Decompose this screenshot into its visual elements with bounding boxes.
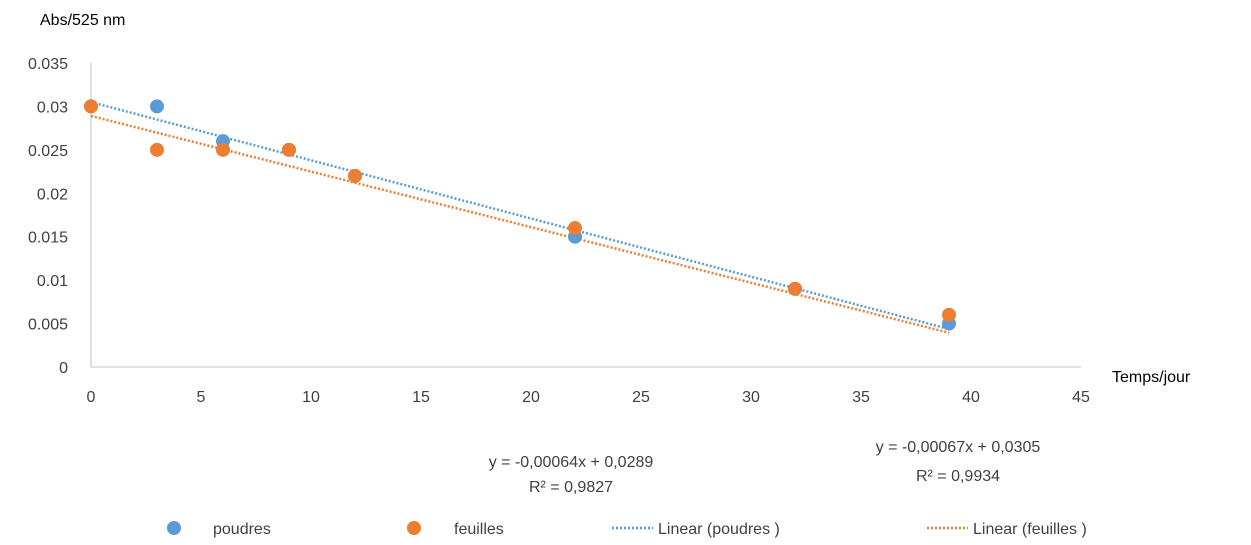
x-tick-label: 20 [522,389,540,406]
equation-text-feuilles: y = -0,00064x + 0,0289 [489,454,654,471]
data-point-poudres [150,99,164,114]
x-tick-label: 5 [197,389,206,406]
legend-marker-poudres [167,521,181,535]
data-point-feuilles [84,99,98,114]
r2-text-poudres: R² = 0,9934 [916,468,1000,485]
x-tick-label: 45 [1072,389,1090,406]
data-point-feuilles [788,281,802,296]
y-tick-label: 0 [59,360,68,377]
data-point-feuilles [282,142,296,157]
y-tick-labels: 0 0.005 0.01 0.015 0.02 0.025 0.03 0.035 [28,56,68,377]
x-tick-label: 0 [87,389,96,406]
x-tick-label: 35 [852,389,870,406]
y-tick-label: 0.015 [28,230,68,247]
equation-text-poudres: y = -0,00067x + 0,0305 [876,439,1041,456]
trendline-equation-feuilles: y = -0,00064x + 0,0289 R² = 0,9827 [489,454,654,496]
data-point-feuilles [348,168,362,183]
legend-label-linear-poudres: Linear (poudres ) [658,521,780,538]
y-tick-label: 0.03 [37,99,68,116]
data-point-feuilles [150,142,164,157]
x-tick-labels: 0 5 10 15 20 25 30 35 40 45 [87,389,1090,406]
legend-label-feuilles: feuilles [454,521,504,538]
x-tick-label: 30 [742,389,760,406]
data-point-feuilles [568,221,582,236]
trendline-equation-poudres: y = -0,00067x + 0,0305 R² = 0,9934 [876,439,1041,485]
legend-label-linear-feuilles: Linear (feuilles ) [973,521,1087,538]
x-tick-label: 15 [412,389,430,406]
x-tick-label: 10 [302,389,320,406]
data-point-feuilles [216,142,230,157]
data-points [84,99,956,331]
trendlines [90,100,950,334]
y-tick-label: 0.025 [28,143,68,160]
legend: poudres feuilles Linear (poudres ) Linea… [167,521,1087,538]
y-tick-label: 0.035 [28,56,68,73]
x-axis-title: Temps/jour [1112,369,1191,386]
y-tick-label: 0.01 [37,273,68,290]
y-tick-label: 0.005 [28,317,68,334]
legend-marker-feuilles [407,521,421,535]
data-point-feuilles [942,307,956,322]
axes [90,63,1081,368]
x-tick-label: 25 [632,389,650,406]
trendline-feuilles [90,114,950,334]
legend-label-poudres: poudres [213,521,271,538]
y-axis-title: Abs/525 nm [40,12,125,29]
r2-text-feuilles: R² = 0,9827 [529,479,613,496]
x-tick-label: 40 [962,389,980,406]
y-tick-label: 0.02 [37,186,68,203]
